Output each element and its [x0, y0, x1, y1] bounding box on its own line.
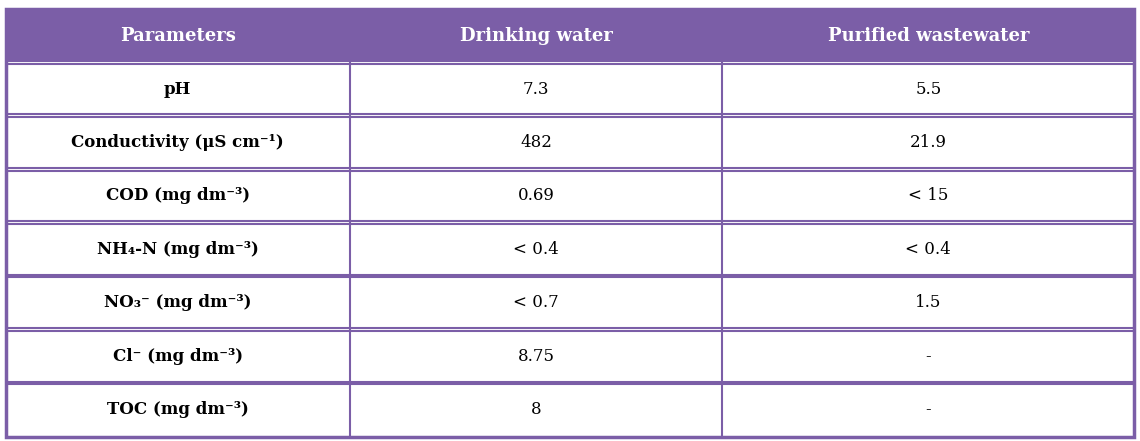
Text: 8: 8: [531, 401, 542, 419]
Text: Cl⁻ (mg dm⁻³): Cl⁻ (mg dm⁻³): [113, 348, 243, 365]
Text: < 15: < 15: [909, 187, 948, 205]
Bar: [6, 330, 1134, 383]
Text: 0.69: 0.69: [518, 187, 554, 205]
Text: Conductivity (μS cm⁻¹): Conductivity (μS cm⁻¹): [72, 134, 284, 151]
Text: 1.5: 1.5: [915, 295, 942, 311]
Text: pH: pH: [164, 81, 192, 97]
Text: NH₄-N (mg dm⁻³): NH₄-N (mg dm⁻³): [97, 241, 259, 258]
Text: 482: 482: [520, 134, 552, 151]
Text: TOC (mg dm⁻³): TOC (mg dm⁻³): [107, 401, 249, 419]
Text: NO₃⁻ (mg dm⁻³): NO₃⁻ (mg dm⁻³): [104, 295, 252, 311]
Bar: [6, 383, 1134, 437]
Bar: [6, 62, 1134, 116]
Bar: [6, 276, 1134, 329]
Text: -: -: [926, 401, 931, 419]
Text: Parameters: Parameters: [120, 26, 236, 45]
Bar: [6, 223, 1134, 276]
Text: 5.5: 5.5: [915, 81, 942, 97]
Text: 8.75: 8.75: [518, 348, 555, 365]
Text: Purified wastewater: Purified wastewater: [828, 26, 1029, 45]
Text: < 0.7: < 0.7: [513, 295, 559, 311]
Text: Drinking water: Drinking water: [459, 26, 612, 45]
Text: COD (mg dm⁻³): COD (mg dm⁻³): [106, 187, 250, 205]
Text: < 0.4: < 0.4: [513, 241, 559, 258]
Text: < 0.4: < 0.4: [905, 241, 951, 258]
Bar: [6, 116, 1134, 169]
Text: 7.3: 7.3: [523, 81, 549, 97]
Bar: [6, 169, 1134, 223]
Text: -: -: [926, 348, 931, 365]
Bar: [6, 9, 1134, 62]
Text: 21.9: 21.9: [910, 134, 947, 151]
